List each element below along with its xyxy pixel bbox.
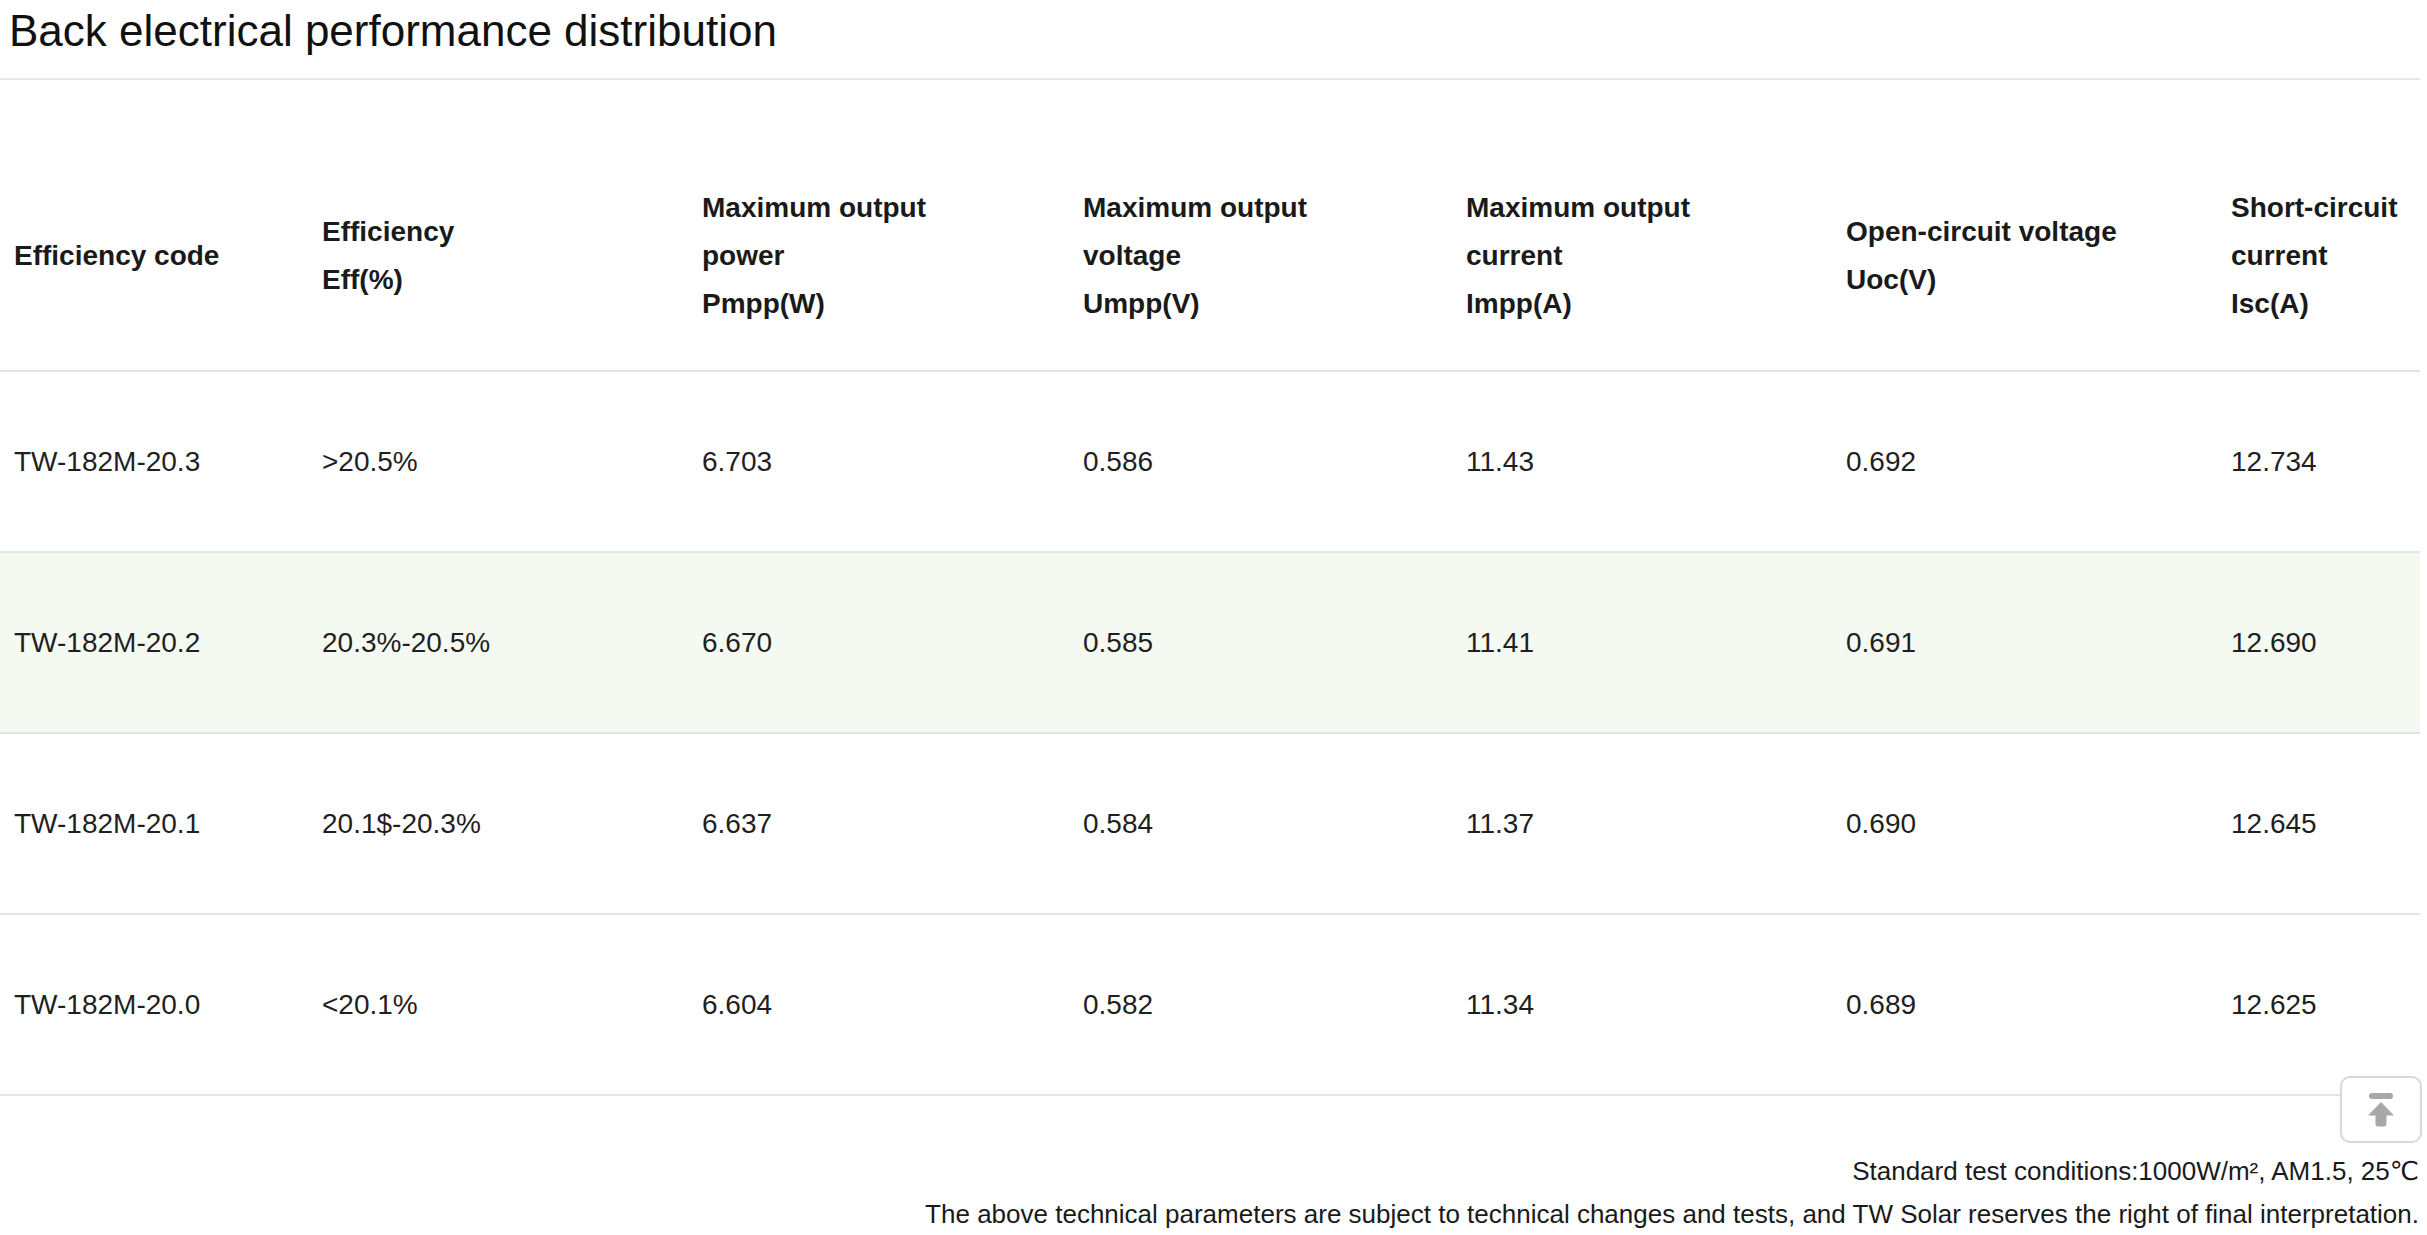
- cell-efficiency-code: TW-182M-20.0: [0, 989, 322, 1021]
- table-row-highlighted: TW-182M-20.2 20.3%-20.5% 6.670 0.585 11.…: [0, 553, 2420, 734]
- cell-impp: 11.37: [1466, 808, 1846, 840]
- cell-isc: 12.734: [2231, 446, 2420, 478]
- col-header-short-circuit-current: Short-circuit current Isc(A): [2231, 184, 2420, 328]
- cell-uoc: 0.690: [1846, 808, 2231, 840]
- footer-notes: Standard test conditions:1000W/m², AM1.5…: [0, 1096, 2427, 1235]
- cell-pmpp: 6.703: [702, 446, 1083, 478]
- col-header-efficiency: Efficiency Eff(%): [322, 208, 702, 304]
- page-title: Back electrical performance distribution: [0, 0, 2420, 56]
- cell-efficiency-range: >20.5%: [322, 446, 702, 478]
- cell-impp: 11.43: [1466, 446, 1846, 478]
- cell-pmpp: 6.637: [702, 808, 1083, 840]
- cell-umpp: 0.585: [1083, 627, 1466, 659]
- cell-efficiency-code: TW-182M-20.3: [0, 446, 322, 478]
- col-header-open-circuit-voltage: Open-circuit voltage Uoc(V): [1846, 208, 2231, 304]
- cell-impp: 11.34: [1466, 989, 1846, 1021]
- cell-pmpp: 6.604: [702, 989, 1083, 1021]
- table-row: TW-182M-20.3 >20.5% 6.703 0.586 11.43 0.…: [0, 372, 2420, 553]
- arrow-up-to-line-icon: [2361, 1091, 2401, 1129]
- cell-isc: 12.645: [2231, 808, 2420, 840]
- back-electrical-performance-section: Back electrical performance distribution…: [0, 0, 2427, 1235]
- cell-uoc: 0.692: [1846, 446, 2231, 478]
- cell-efficiency-range: 20.3%-20.5%: [322, 627, 702, 659]
- cell-efficiency-code: TW-182M-20.2: [0, 627, 322, 659]
- col-header-max-current: Maximum output current Impp(A): [1466, 184, 1846, 328]
- col-header-efficiency-code: Efficiency code: [0, 232, 322, 280]
- table-row: TW-182M-20.0 <20.1% 6.604 0.582 11.34 0.…: [0, 915, 2420, 1096]
- cell-efficiency-range: <20.1%: [322, 989, 702, 1021]
- electrical-performance-table: Efficiency code Efficiency Eff(%) Maximu…: [0, 80, 2420, 1096]
- cell-isc: 12.625: [2231, 989, 2420, 1021]
- test-conditions-note: Standard test conditions:1000W/m², AM1.5…: [0, 1150, 2419, 1193]
- table-row: TW-182M-20.1 20.1$-20.3% 6.637 0.584 11.…: [0, 734, 2420, 915]
- table-header-row: Efficiency code Efficiency Eff(%) Maximu…: [0, 80, 2420, 372]
- back-to-top-button[interactable]: [2340, 1076, 2422, 1143]
- cell-isc: 12.690: [2231, 627, 2420, 659]
- cell-uoc: 0.689: [1846, 989, 2231, 1021]
- cell-pmpp: 6.670: [702, 627, 1083, 659]
- cell-efficiency-range: 20.1$-20.3%: [322, 808, 702, 840]
- title-bar: Back electrical performance distribution: [0, 0, 2420, 80]
- cell-uoc: 0.691: [1846, 627, 2231, 659]
- col-header-max-voltage: Maximum output voltage Umpp(V): [1083, 184, 1466, 328]
- cell-umpp: 0.584: [1083, 808, 1466, 840]
- col-header-max-power: Maximum output power Pmpp(W): [702, 184, 1083, 328]
- cell-umpp: 0.586: [1083, 446, 1466, 478]
- cell-umpp: 0.582: [1083, 989, 1466, 1021]
- cell-impp: 11.41: [1466, 627, 1846, 659]
- disclaimer-note: The above technical parameters are subje…: [0, 1193, 2419, 1235]
- cell-efficiency-code: TW-182M-20.1: [0, 808, 322, 840]
